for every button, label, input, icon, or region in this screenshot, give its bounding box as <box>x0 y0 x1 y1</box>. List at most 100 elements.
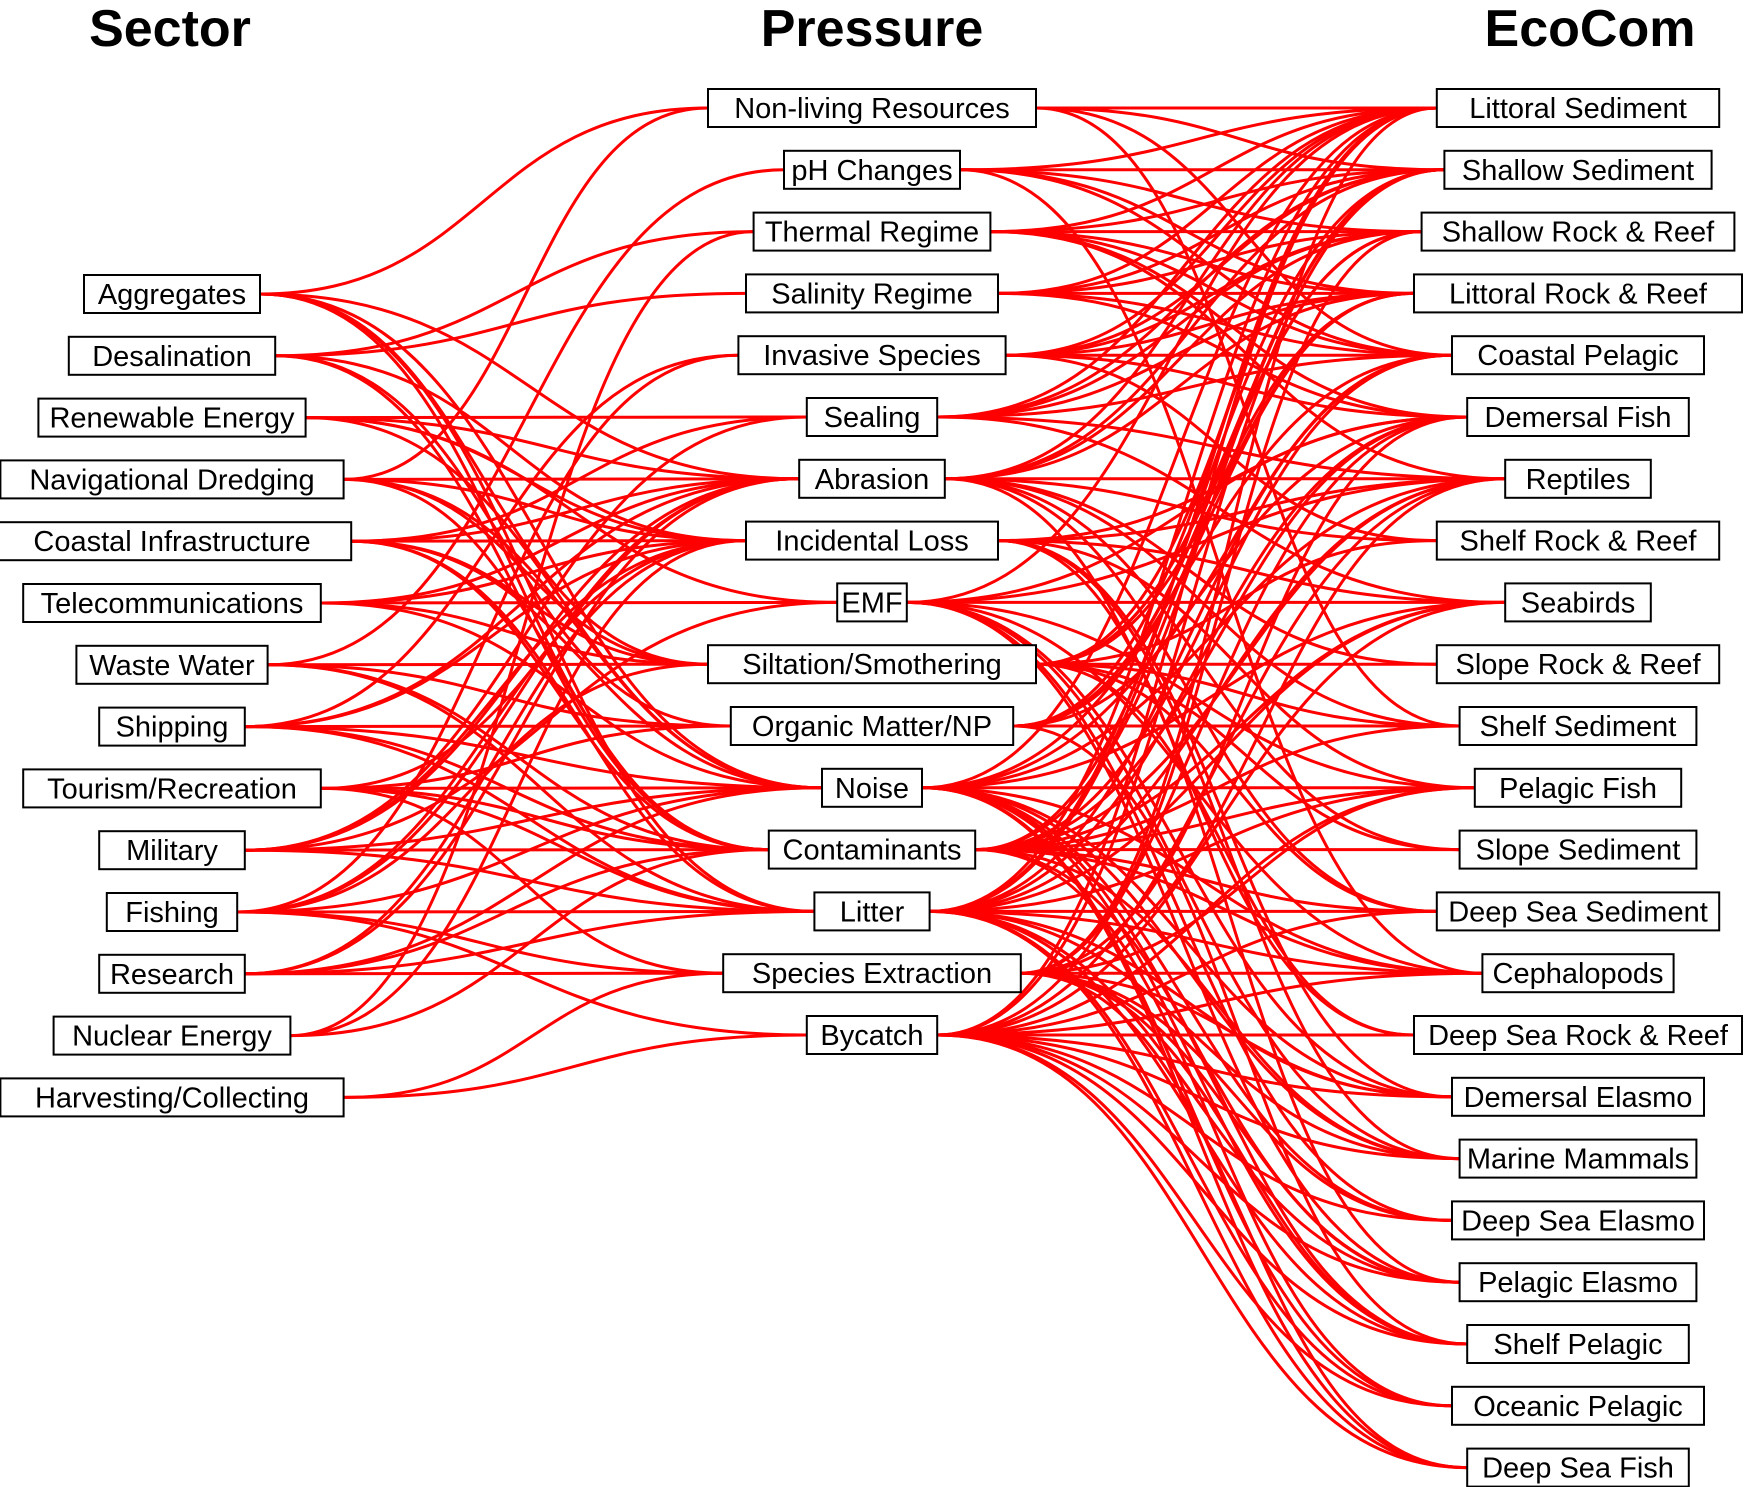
node-ecocom-shelf-rock-and-reef: Shelf Rock & Reef <box>1435 520 1721 561</box>
node-label: Renewable Energy <box>49 403 295 435</box>
node-ecocom-cephalopods: Cephalopods <box>1481 953 1675 994</box>
node-label: Non-living Resources <box>734 93 1010 125</box>
node-label: Bycatch <box>820 1020 923 1052</box>
node-box <box>1458 706 1698 746</box>
node-sector-navigational-dredging: Navigational Dredging <box>0 459 345 500</box>
node-box <box>707 644 1037 685</box>
link <box>349 477 801 543</box>
node-label: Aggregates <box>98 279 246 311</box>
link <box>988 230 1416 295</box>
node-label: Salinity Regime <box>771 278 972 310</box>
node-sector-desalination: Desalination <box>67 335 277 376</box>
node-box <box>1466 1324 1690 1364</box>
node-label: Deep Sea Fish <box>1482 1453 1674 1485</box>
link <box>1019 971 1454 1222</box>
link <box>243 477 801 976</box>
link <box>342 477 801 481</box>
node-label: Pelagic Elasmo <box>1478 1267 1678 1299</box>
node-box <box>1451 1385 1705 1426</box>
node-pressure-thermal-regime: Thermal Regime <box>752 211 992 252</box>
link <box>928 106 1439 913</box>
column-title-sector: Sector <box>89 0 251 58</box>
node-ecocom-pelagic-elasmo: Pelagic Elasmo <box>1458 1262 1698 1303</box>
link <box>258 292 801 481</box>
link <box>243 415 809 852</box>
link <box>928 909 1469 1346</box>
link <box>928 353 1454 913</box>
link <box>1011 230 1424 728</box>
node-box <box>767 829 977 870</box>
node-box <box>98 830 246 871</box>
link <box>935 353 1454 419</box>
node-label: Desalination <box>92 341 252 373</box>
node-box <box>836 582 908 623</box>
node-pressure-sealing: Sealing <box>805 397 939 437</box>
node-box <box>1481 953 1675 994</box>
node-label: Slope Sediment <box>1476 835 1681 867</box>
node-label: Species Extraction <box>752 958 992 990</box>
node-box <box>745 273 999 314</box>
link <box>935 1033 1469 1346</box>
link <box>243 971 725 976</box>
node-box <box>98 953 246 994</box>
node-label: Shelf Sediment <box>1480 711 1677 743</box>
link <box>935 909 1439 1037</box>
link <box>943 477 1439 666</box>
link <box>288 539 748 1038</box>
link <box>1034 539 1439 666</box>
link <box>235 539 748 914</box>
node-label: Military <box>126 835 218 867</box>
node-sector-coastal-infrastructure: Coastal Infrastructure <box>0 521 353 562</box>
node-label: Shallow Rock & Reef <box>1442 217 1715 249</box>
link <box>920 786 1454 1222</box>
node-ecocom-pelagic-fish: Pelagic Fish <box>1473 767 1683 808</box>
node-pressure-salinity-regime: Salinity Regime <box>745 273 999 314</box>
link <box>935 1033 1462 1284</box>
node-ecocom-slope-rock-and-reef: Slope Rock & Reef <box>1435 644 1721 685</box>
link <box>1019 415 1469 975</box>
link <box>266 662 710 667</box>
node-ecocom-marine-mammals: Marine Mammals <box>1458 1138 1698 1179</box>
node-label: Litter <box>840 896 905 928</box>
node-ecocom-demersal-fish: Demersal Fish <box>1466 397 1690 437</box>
node-box <box>52 1015 292 1056</box>
node-pressure-abrasion: Abrasion <box>798 458 946 499</box>
node-label: Incidental Loss <box>775 526 968 558</box>
node-label: Harvesting/Collecting <box>35 1082 309 1114</box>
node-label: Deep Sea Elasmo <box>1461 1205 1695 1237</box>
node-label: Pelagic Fish <box>1499 773 1657 805</box>
node-sector-waste-water: Waste Water <box>75 644 269 685</box>
node-ecocom-seabirds: Seabirds <box>1504 582 1652 623</box>
link <box>928 168 1446 913</box>
node-box <box>737 335 1007 376</box>
node-box <box>1451 1076 1705 1117</box>
link <box>905 415 1469 604</box>
node-box <box>1413 1015 1743 1055</box>
link <box>928 909 1469 1470</box>
node-label: Oceanic Pelagic <box>1473 1391 1683 1423</box>
node-box <box>22 768 322 809</box>
node-label: Waste Water <box>89 650 255 682</box>
node-box <box>0 459 345 500</box>
node-box <box>1458 1262 1698 1303</box>
link <box>928 909 1462 1284</box>
node-label: Tourism/Recreation <box>47 773 297 805</box>
link <box>266 168 786 667</box>
link <box>243 600 839 852</box>
node-box <box>75 644 269 685</box>
node-box <box>22 583 322 623</box>
node-pressure-incidental-loss: Incidental Loss <box>745 520 999 561</box>
node-ecocom-shelf-sediment: Shelf Sediment <box>1458 706 1698 746</box>
node-box <box>1504 458 1652 499</box>
link <box>1019 971 1469 1346</box>
link <box>319 477 801 605</box>
link <box>935 106 1439 1037</box>
link <box>935 477 1507 1037</box>
node-label: Research <box>110 959 234 991</box>
node-box <box>83 274 261 314</box>
link <box>943 230 1424 481</box>
node-label: Demersal Fish <box>1485 402 1672 434</box>
node-box <box>729 706 1015 746</box>
link <box>1019 477 1507 975</box>
